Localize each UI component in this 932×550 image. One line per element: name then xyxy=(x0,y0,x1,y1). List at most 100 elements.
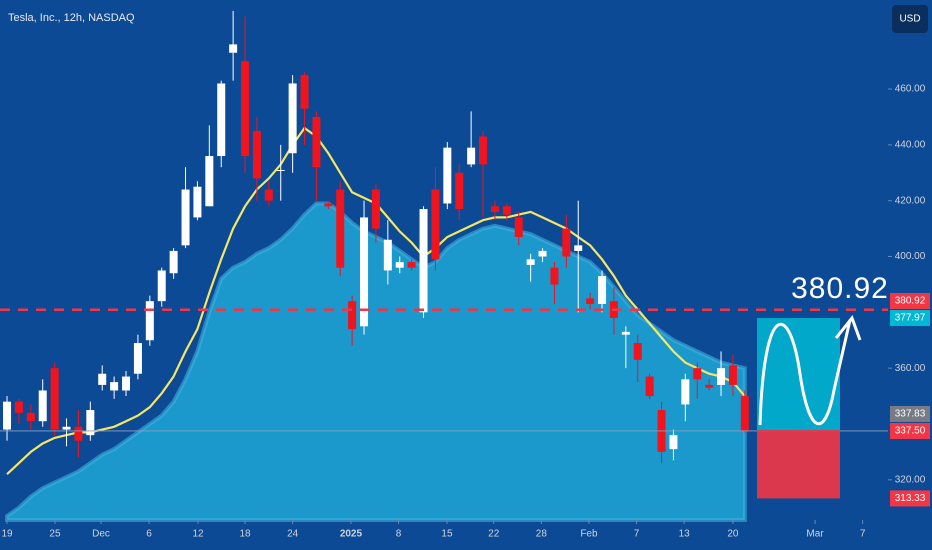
x-tick-label: 13 xyxy=(679,529,691,540)
x-tick-label: 2025 xyxy=(340,529,363,540)
y-tick-label: 440.00 xyxy=(895,140,926,151)
y-tick-label: 320.00 xyxy=(895,474,926,485)
price-label-box xyxy=(890,310,930,327)
candle-body xyxy=(252,130,261,179)
candle-body xyxy=(360,217,369,327)
candle-body xyxy=(348,301,357,330)
candle-body xyxy=(324,203,333,207)
chart-title: Tesla, Inc., 12h, NASDAQ xyxy=(8,12,135,24)
candle-body xyxy=(193,186,202,218)
candle-body xyxy=(74,426,83,441)
price-label: 313.33 xyxy=(895,493,926,504)
candle-body xyxy=(419,209,428,313)
candle-body xyxy=(312,116,321,168)
candle-body xyxy=(574,245,583,251)
candle-body xyxy=(229,44,238,53)
candle-body xyxy=(717,368,726,385)
x-tick-label: 25 xyxy=(49,529,61,540)
candle-body xyxy=(50,368,59,430)
target-annotation: 380.92 xyxy=(791,272,889,305)
candle-body xyxy=(288,83,297,154)
candle-body xyxy=(538,250,547,257)
candle-body xyxy=(264,189,273,201)
x-tick-label: 19 xyxy=(1,529,13,540)
candle-body xyxy=(38,390,47,422)
x-tick-label: Mar xyxy=(806,529,824,540)
price-label-box xyxy=(890,490,930,507)
currency-label[interactable]: USD xyxy=(899,14,920,25)
price-label-box xyxy=(890,422,930,439)
projection-curve xyxy=(758,319,852,426)
candle-body xyxy=(217,83,226,157)
candle-body xyxy=(705,384,714,388)
x-tick-label: 12 xyxy=(192,529,204,540)
candle-body xyxy=(621,331,630,335)
candle-body xyxy=(681,379,690,405)
x-tick-label: 7 xyxy=(634,529,640,540)
candle-body xyxy=(479,136,488,165)
candle-body xyxy=(586,298,595,304)
candle-body xyxy=(122,376,131,391)
candle-body xyxy=(562,228,571,257)
x-tick-label: 6 xyxy=(146,529,152,540)
candle-body xyxy=(157,270,166,302)
price-label: 337.83 xyxy=(895,409,926,420)
candle-body xyxy=(514,217,523,237)
y-tick-label: 360.00 xyxy=(895,363,926,374)
candle-body xyxy=(110,382,119,391)
candle-body xyxy=(633,343,642,360)
candle-body xyxy=(145,301,154,341)
candle-body xyxy=(598,276,607,304)
x-tick-label: 22 xyxy=(488,529,500,540)
currency-button[interactable] xyxy=(892,5,928,33)
candle-body xyxy=(443,147,452,204)
candle-body xyxy=(740,396,749,431)
candle-body xyxy=(3,401,12,430)
candle-body xyxy=(62,426,71,430)
projection-arrow xyxy=(834,314,862,341)
candle-body xyxy=(383,239,392,271)
candle-body xyxy=(276,169,285,171)
candle-body xyxy=(431,189,440,260)
candle-body xyxy=(26,412,35,422)
y-tick-label: 460.00 xyxy=(895,84,926,95)
loss-zone xyxy=(757,430,840,499)
candle-body xyxy=(550,267,559,285)
candle-body xyxy=(336,189,345,268)
price-label: 337.50 xyxy=(895,426,926,437)
candle-body xyxy=(371,189,380,229)
candle-body xyxy=(300,75,309,109)
candle-body xyxy=(645,376,654,397)
candle-body xyxy=(467,147,476,165)
x-tick-label: 20 xyxy=(727,529,739,540)
candle-body xyxy=(490,206,499,212)
candle-body xyxy=(133,343,142,374)
x-tick-label: 24 xyxy=(287,529,299,540)
candle-body xyxy=(181,189,190,246)
candle-body xyxy=(407,262,416,268)
x-tick-label: 18 xyxy=(239,529,251,540)
candle-body xyxy=(526,259,535,265)
candle-body xyxy=(728,365,737,385)
candle-body xyxy=(205,156,214,207)
candle-body xyxy=(241,61,250,157)
price-label-box xyxy=(890,405,930,422)
x-tick-label: Dec xyxy=(92,529,110,540)
x-tick-label: 28 xyxy=(536,529,548,540)
plot xyxy=(3,10,749,522)
candle-body xyxy=(502,206,511,215)
candle-body xyxy=(14,401,23,413)
x-tick-label: 15 xyxy=(441,529,453,540)
price-label-box xyxy=(890,293,930,310)
candle-body xyxy=(669,435,678,450)
candle-body xyxy=(86,410,95,436)
x-tick-label: 7 xyxy=(860,529,866,540)
candle-body xyxy=(693,368,702,380)
x-tick-label: 8 xyxy=(396,529,402,540)
price-label: 377.97 xyxy=(895,313,926,324)
y-tick-label: 400.00 xyxy=(895,251,926,262)
x-tick-label: Feb xyxy=(580,529,598,540)
candle-body xyxy=(169,250,178,274)
